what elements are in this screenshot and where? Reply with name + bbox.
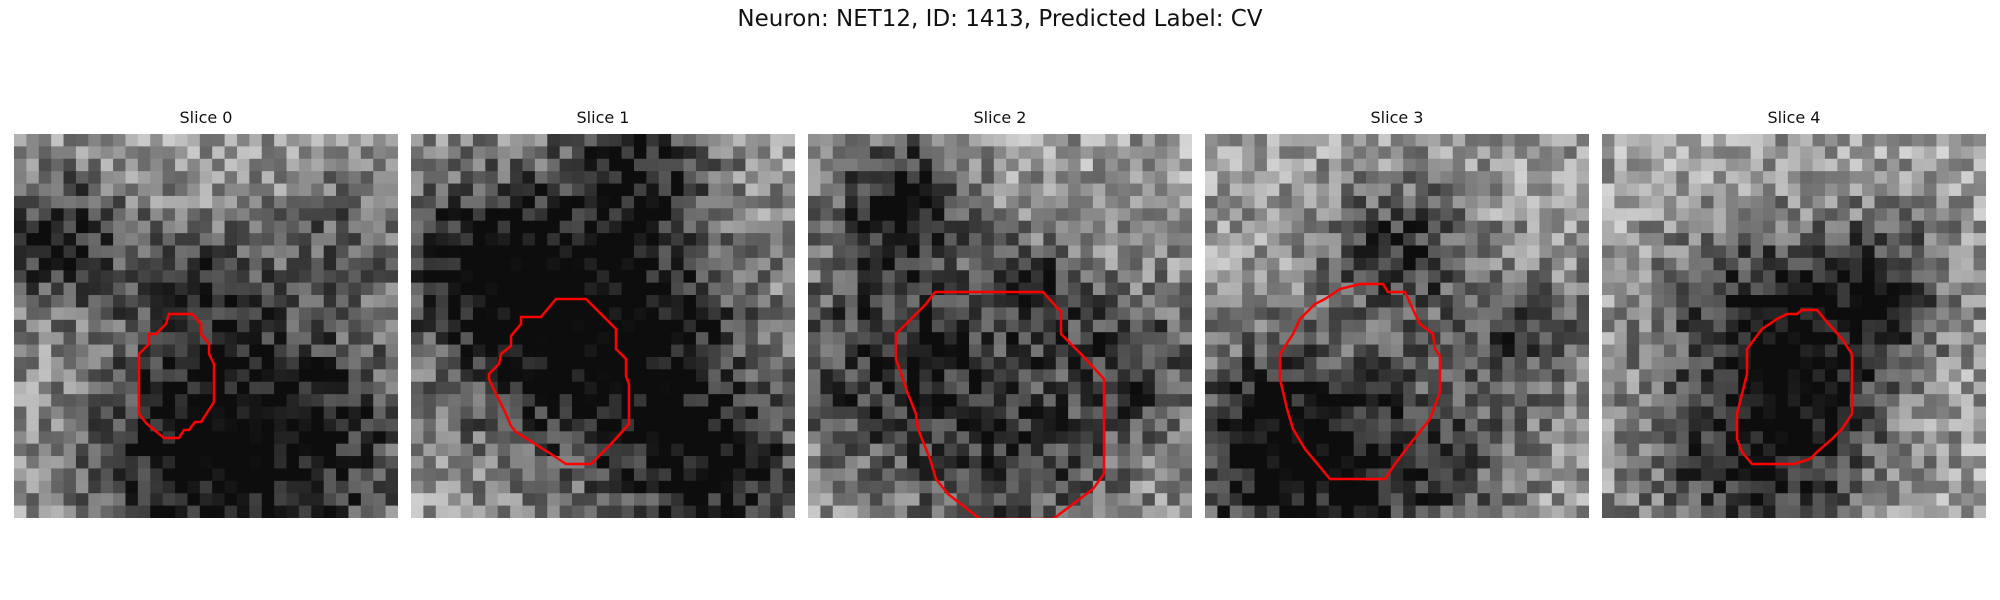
slice-panel-1: Slice 1: [411, 108, 795, 518]
pixel-grid-0: [14, 134, 398, 518]
slice-image-1: [411, 134, 795, 518]
slice-title-1: Slice 1: [411, 108, 795, 134]
pixel-grid-1: [411, 134, 795, 518]
slice-panel-4: Slice 4: [1602, 108, 1986, 518]
slice-image-2: [808, 134, 1192, 518]
slice-title-2: Slice 2: [808, 108, 1192, 134]
slice-image-4: [1602, 134, 1986, 518]
slice-image-3: [1205, 134, 1589, 518]
slice-title-4: Slice 4: [1602, 108, 1986, 134]
slice-title-0: Slice 0: [14, 108, 398, 134]
slice-image-0: [14, 134, 398, 518]
pixel-grid-4: [1602, 134, 1986, 518]
slice-panel-2: Slice 2: [808, 108, 1192, 518]
slice-panel-0: Slice 0: [14, 108, 398, 518]
pixel-grid-2: [808, 134, 1192, 518]
slice-panel-3: Slice 3: [1205, 108, 1589, 518]
figure-title: Neuron: NET12, ID: 1413, Predicted Label…: [0, 6, 2000, 32]
slice-title-3: Slice 3: [1205, 108, 1589, 134]
